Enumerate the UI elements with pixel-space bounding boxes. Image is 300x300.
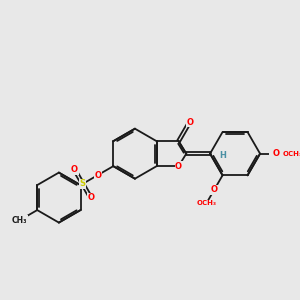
Text: OCH₃: OCH₃ (196, 200, 216, 206)
Text: O: O (71, 165, 78, 174)
Text: S: S (80, 179, 86, 188)
Text: CH₃: CH₃ (12, 216, 27, 225)
Text: OCH₃: OCH₃ (282, 151, 300, 157)
Text: O: O (175, 162, 182, 171)
Text: O: O (87, 193, 94, 202)
Text: O: O (186, 118, 193, 127)
Text: O: O (273, 149, 280, 158)
Text: O: O (94, 170, 101, 179)
Text: O: O (211, 185, 218, 194)
Text: H: H (219, 151, 226, 160)
